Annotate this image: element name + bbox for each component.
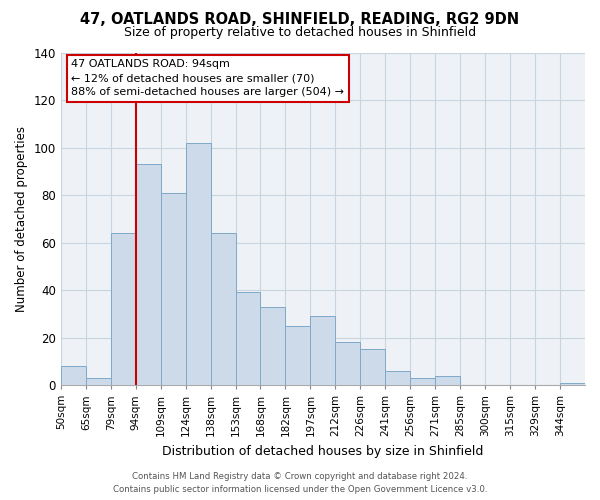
Bar (211, 233, 236, 385)
Bar (260, 306, 286, 385)
Text: Contains HM Land Registry data © Crown copyright and database right 2024.
Contai: Contains HM Land Registry data © Crown c… (113, 472, 487, 494)
X-axis label: Distribution of detached houses by size in Shinfield: Distribution of detached houses by size … (162, 444, 484, 458)
Bar (335, 342, 361, 385)
Bar (435, 376, 460, 385)
Y-axis label: Number of detached properties: Number of detached properties (15, 126, 28, 312)
Bar (185, 143, 211, 385)
Text: 47 OATLANDS ROAD: 94sqm
← 12% of detached houses are smaller (70)
88% of semi-de: 47 OATLANDS ROAD: 94sqm ← 12% of detache… (71, 59, 344, 97)
Bar (361, 350, 385, 385)
Bar (310, 316, 335, 385)
Bar (560, 382, 585, 385)
Text: 47, OATLANDS ROAD, SHINFIELD, READING, RG2 9DN: 47, OATLANDS ROAD, SHINFIELD, READING, R… (80, 12, 520, 28)
Bar (236, 292, 260, 385)
Text: Size of property relative to detached houses in Shinfield: Size of property relative to detached ho… (124, 26, 476, 39)
Bar (111, 233, 136, 385)
Bar (286, 326, 310, 385)
Bar (385, 371, 410, 385)
Bar (136, 164, 161, 385)
Bar (161, 192, 185, 385)
Bar (410, 378, 435, 385)
Bar (86, 378, 111, 385)
Bar (61, 366, 86, 385)
